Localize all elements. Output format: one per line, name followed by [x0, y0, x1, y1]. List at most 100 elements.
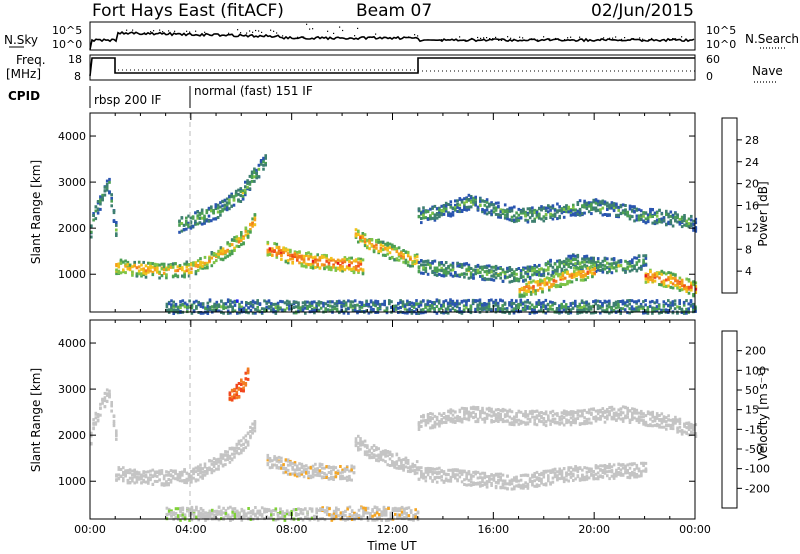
- heatmap-cell-b9: [583, 309, 586, 313]
- heatmap-cell-b3: [320, 475, 324, 479]
- heatmap-cell-b3: [348, 469, 351, 473]
- heatmap-cell-b5: [465, 208, 468, 212]
- cpid-segment-2: normal (fast) 151 IF: [194, 84, 313, 98]
- heatmap-cell-b9: [496, 307, 500, 311]
- heatmap-cell-b9: [492, 301, 495, 304]
- heatmap-cell-b8: [676, 282, 679, 286]
- heatmap-cell-b5: [515, 219, 518, 223]
- heatmap-cell-b5: [494, 408, 498, 412]
- heatmap-cell-b4: [409, 257, 412, 261]
- noise-search-dot: [558, 39, 560, 41]
- heatmap-cell-b5: [469, 414, 473, 418]
- heatmap-cell-b5: [499, 418, 502, 422]
- heatmap-cell-b4: [363, 237, 367, 241]
- heatmap-cell-b5: [426, 414, 430, 418]
- heatmap-cell-b5: [485, 212, 489, 216]
- heatmap-cell-b9: [578, 309, 582, 312]
- heatmap-cell-b5: [578, 423, 582, 426]
- heatmap-cell-b5: [429, 412, 432, 415]
- heatmap-cell-b9: [206, 305, 210, 308]
- heatmap-cell-b0: [110, 193, 113, 197]
- heatmap-cell-b5: [508, 206, 512, 210]
- heatmap-cell-b3: [268, 466, 272, 470]
- heatmap-cell-b4: [388, 251, 392, 255]
- heatmap-cell-b1: [167, 478, 170, 481]
- heatmap-cell-b1: [124, 264, 127, 268]
- heatmap-cell-b7: [588, 266, 592, 269]
- heatmap-cell-b5: [576, 212, 580, 216]
- heatmap-cell-b5: [640, 418, 643, 422]
- heatmap-cell-b3: [277, 455, 281, 459]
- heatmap-cell-b5: [676, 220, 679, 224]
- heatmap-cell-b1: [151, 271, 155, 275]
- heatmap-cell-b6: [606, 271, 609, 275]
- heatmap-cell-b5: [574, 411, 577, 414]
- heatmap-cell-b5: [488, 413, 491, 417]
- heatmap-cell-b9: [499, 307, 502, 311]
- heatmap-cell-b3: [352, 270, 356, 274]
- heatmap-cell-b5: [456, 210, 459, 213]
- heatmap-cell-b9: [177, 305, 180, 309]
- ytick-label-0: 1000: [58, 268, 86, 281]
- heatmap-cell-b5: [528, 207, 532, 211]
- heatmap-cell-b9: [281, 300, 284, 304]
- heatmap-cell-b2: [228, 397, 232, 401]
- heatmap-cell-b5: [644, 217, 648, 221]
- heatmap-cell-b1: [203, 261, 207, 265]
- heatmap-cell-b9: [483, 302, 486, 305]
- heatmap-cell-b5: [472, 416, 475, 419]
- heatmap-cell-b5: [424, 423, 428, 427]
- noise-search-dot: [384, 36, 386, 38]
- heatmap-cell-b5: [572, 414, 575, 418]
- heatmap-cell-b1: [244, 226, 248, 230]
- heatmap-cell-b6: [635, 261, 639, 265]
- heatmap-cell-b1: [194, 478, 198, 482]
- heatmap-cell-b3: [345, 266, 349, 270]
- heatmap-cell-b5: [633, 416, 636, 420]
- heatmap-cell-b9: [462, 308, 466, 312]
- heatmap-cell-b9: [217, 304, 221, 308]
- heatmap-cell-b5: [426, 418, 430, 422]
- heatmap-cell-b1: [122, 473, 125, 477]
- heatmap-cell-b9: [655, 305, 659, 309]
- heatmap-cell-b9: [251, 311, 255, 315]
- heatmap-cell-b5: [440, 421, 443, 425]
- heatmap-cell-b9: [245, 303, 248, 307]
- heatmap-cell-b1: [212, 252, 216, 256]
- heatmap-cell-b6: [542, 273, 546, 277]
- heatmap-cell-b0: [99, 198, 102, 201]
- heatmap-cell-b9: [558, 311, 561, 315]
- heatmap-cell-b3: [275, 251, 279, 255]
- heatmap-cell-b6: [488, 277, 491, 281]
- heatmap-cell-b5: [497, 213, 500, 217]
- heatmap-cell-b5: [635, 217, 639, 221]
- heatmap-cell-b4: [402, 468, 405, 472]
- heatmap-cell-b3: [361, 258, 365, 262]
- heatmap-cell-b5: [640, 213, 643, 217]
- heatmap-cell-b9: [476, 299, 479, 303]
- heatmap-cell-b5: [626, 415, 629, 419]
- heatmap-cell-b1: [135, 266, 139, 270]
- freq-right-bottom-tick: 0: [706, 70, 713, 83]
- heatmap-cell-b2: [178, 219, 181, 223]
- heatmap-cell-b9: [208, 307, 212, 311]
- heatmap-cell-b1: [217, 255, 220, 259]
- heatmap-cell-b1: [185, 471, 189, 475]
- heatmap-cell-b1: [135, 272, 139, 276]
- heatmap-cell-b5: [547, 418, 550, 422]
- heatmap-cell-b9: [465, 300, 468, 304]
- heatmap-cell-b5: [590, 411, 593, 415]
- heatmap-cell-b1: [226, 458, 229, 461]
- heatmap-cell-b8: [667, 271, 670, 275]
- heatmap-cell-b9: [689, 300, 693, 304]
- heatmap-cell-b9: [676, 305, 679, 309]
- heatmap-cell-b1: [217, 249, 220, 253]
- heatmap-cell-b1: [235, 442, 239, 446]
- heatmap-cell-b9: [388, 301, 391, 305]
- heatmap-cell-b9: [265, 305, 268, 309]
- heatmap-cell-b5: [578, 199, 582, 203]
- noise-search-dot: [465, 39, 467, 41]
- heatmap-cell-b0: [108, 190, 111, 194]
- heatmap-cell-b8: [669, 280, 673, 284]
- heatmap-cell-b9: [383, 309, 386, 313]
